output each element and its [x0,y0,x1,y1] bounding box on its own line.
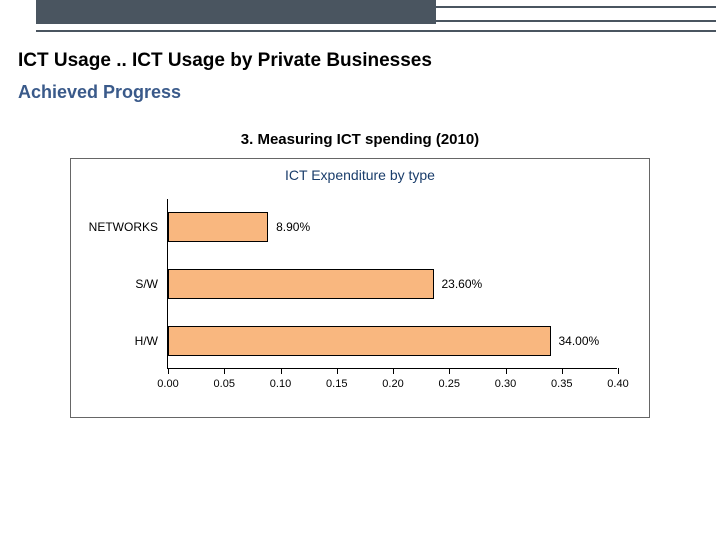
x-tick-label: 0.25 [439,378,460,390]
x-tick-label: 0.15 [326,378,347,390]
chart-title: ICT Expenditure by type [71,167,649,183]
x-tick [281,368,282,374]
bar [168,212,268,242]
x-tick [224,368,225,374]
x-tick [337,368,338,374]
header-line [36,30,716,32]
page-title: ICT Usage .. ICT Usage by Private Busine… [18,50,720,72]
bar [168,326,551,356]
x-tick-label: 0.10 [270,378,291,390]
header-line [436,20,716,22]
page-subtitle: Achieved Progress [18,82,720,103]
x-tick-label: 0.20 [382,378,403,390]
x-tick-label: 0.30 [495,378,516,390]
bar-value-label: 34.00% [559,334,600,348]
x-tick [506,368,507,374]
x-tick-label: 0.00 [157,378,178,390]
chart-panel: ICT Expenditure by type 8.90%NETWORKS23.… [70,158,650,418]
category-label: H/W [72,334,158,348]
slide-header-decor [0,0,720,32]
bar-value-label: 23.60% [442,277,483,291]
plot-area: 8.90%NETWORKS23.60%S/W34.00%H/W0.000.050… [167,199,617,369]
bar-value-label: 8.90% [276,220,310,234]
bar [168,269,434,299]
x-tick-label: 0.35 [551,378,572,390]
header-band [36,0,436,24]
category-label: NETWORKS [72,220,158,234]
x-tick [618,368,619,374]
section-heading: 3. Measuring ICT spending (2010) [0,131,720,148]
category-label: S/W [72,277,158,291]
x-tick [449,368,450,374]
x-tick [562,368,563,374]
x-tick-label: 0.40 [607,378,628,390]
x-tick-label: 0.05 [214,378,235,390]
header-line [436,6,716,8]
x-tick [393,368,394,374]
x-tick [168,368,169,374]
